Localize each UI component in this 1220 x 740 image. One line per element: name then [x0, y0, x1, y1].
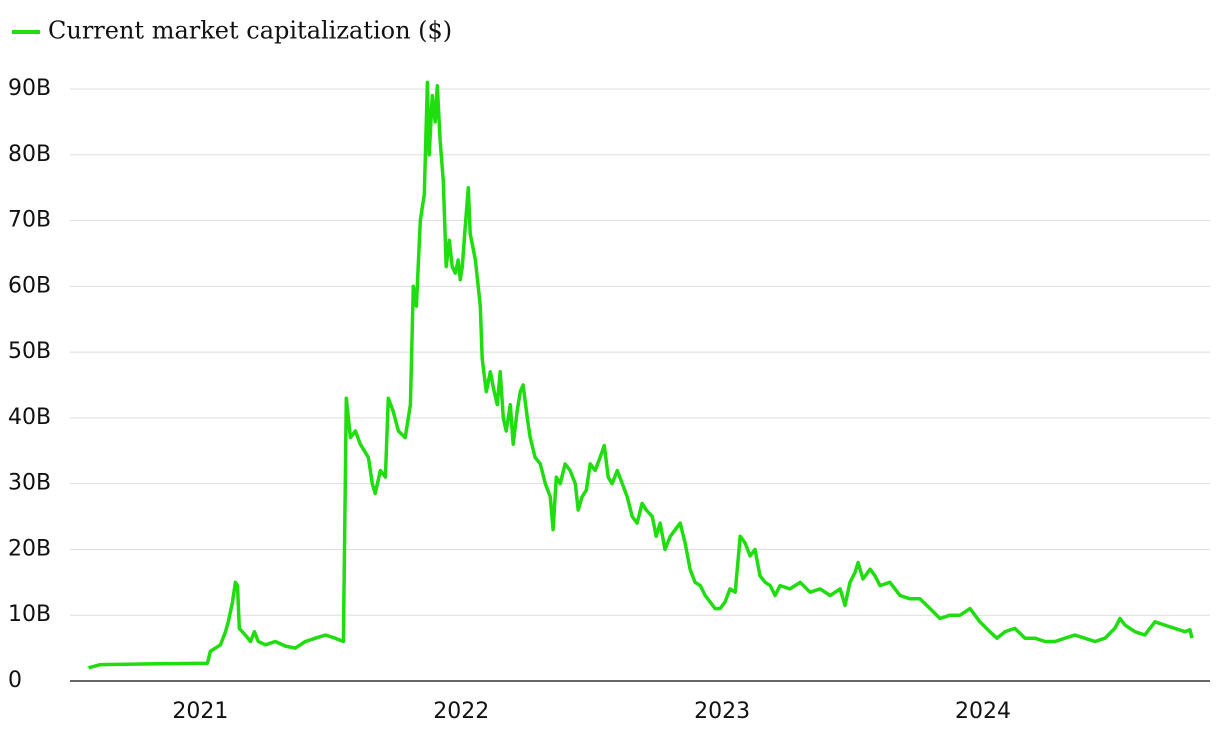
y-tick-label: 30B — [8, 471, 51, 496]
y-tick-label: 10B — [8, 602, 51, 627]
x-tick-label: 2023 — [694, 699, 750, 724]
y-tick-label: 50B — [8, 339, 51, 364]
x-tick-label: 2021 — [172, 699, 228, 724]
y-tick-label: 40B — [8, 405, 51, 430]
series-line — [88, 80, 1194, 670]
x-tick-label: 2022 — [433, 699, 489, 724]
y-tick-label: 80B — [8, 142, 51, 167]
y-tick-label: 60B — [8, 273, 51, 298]
legend-text: Current market capitalization ($) — [48, 17, 452, 45]
y-tick-label: 90B — [8, 76, 51, 101]
x-tick-label: 2024 — [955, 699, 1011, 724]
y-tick-label: 70B — [8, 208, 51, 233]
y-tick-label: 20B — [8, 536, 51, 561]
y-tick-label: 0 — [8, 668, 22, 693]
